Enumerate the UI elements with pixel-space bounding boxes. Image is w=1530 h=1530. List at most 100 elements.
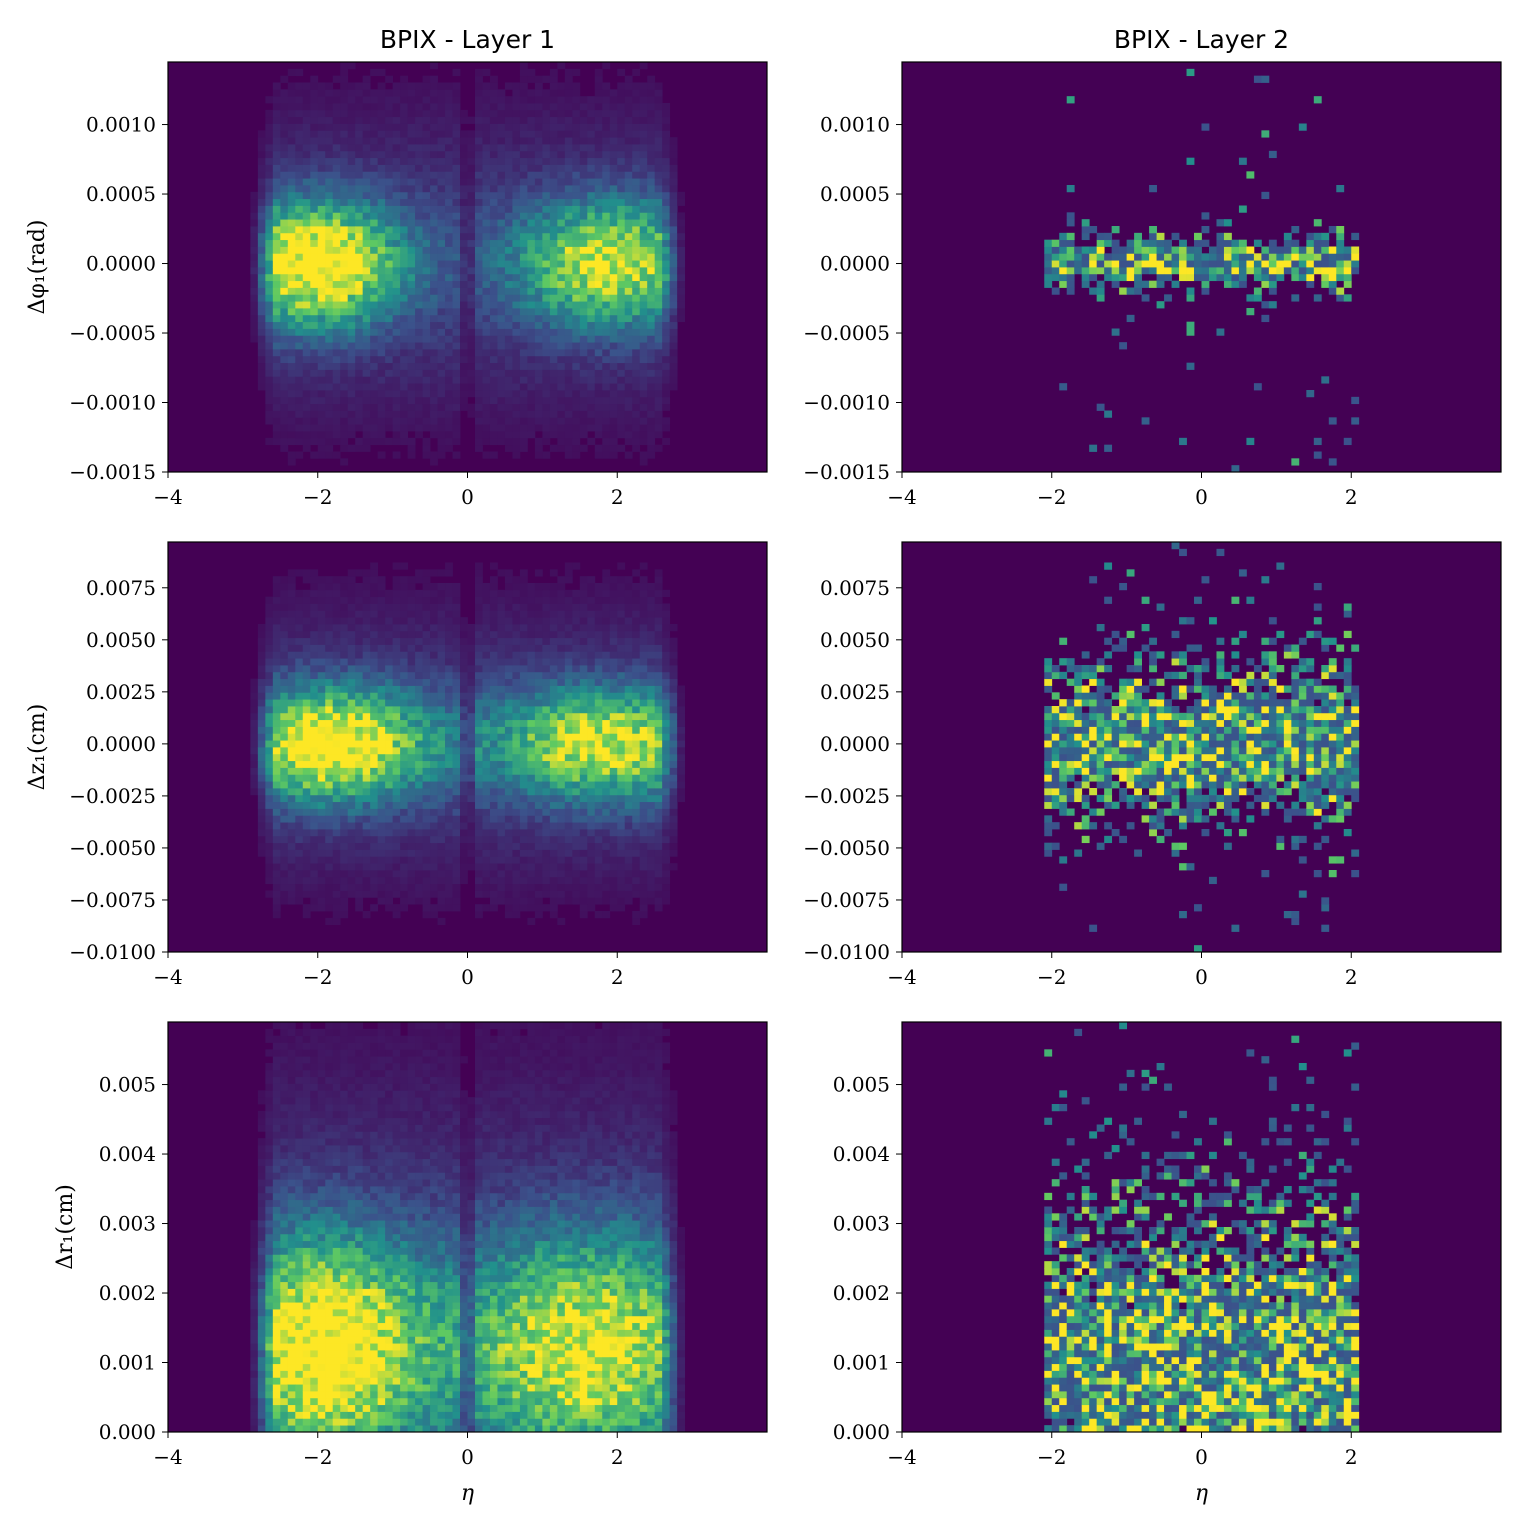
heatmap-cell	[407, 178, 416, 186]
heatmap-cell	[452, 706, 461, 714]
heatmap-cell	[549, 178, 558, 186]
heatmap-cell	[325, 801, 334, 809]
heatmap-cell	[437, 308, 446, 316]
heatmap-cell	[362, 829, 371, 837]
heatmap-cell	[460, 863, 468, 871]
heatmap-cell	[295, 157, 304, 165]
heatmap-cell	[587, 226, 596, 234]
heatmap-cell	[445, 137, 453, 145]
heatmap-cell	[549, 246, 558, 254]
heatmap-cell	[415, 712, 423, 721]
heatmap-cell	[437, 610, 446, 618]
heatmap-cell	[422, 753, 431, 762]
heatmap-cell	[430, 246, 438, 254]
heatmap-cell	[325, 576, 334, 584]
heatmap-cell	[609, 383, 618, 391]
heatmap-cell	[662, 294, 671, 302]
heatmap-cell	[1238, 239, 1247, 247]
heatmap-cell	[272, 747, 281, 755]
heatmap-cell	[1201, 273, 1210, 282]
heatmap-cell	[452, 610, 461, 618]
heatmap-cell	[497, 335, 506, 343]
heatmap-cell	[265, 273, 274, 282]
heatmap-cell	[265, 178, 274, 186]
heatmap-cell	[474, 178, 483, 186]
heatmap-cell	[602, 287, 611, 295]
heatmap-cell	[332, 774, 341, 782]
heatmap-cell	[534, 376, 543, 384]
heatmap-cell	[407, 321, 416, 329]
heatmap-cell	[422, 747, 431, 755]
heatmap-cell	[639, 116, 648, 124]
heatmap-cell	[265, 301, 274, 309]
heatmap-cell	[512, 144, 521, 152]
heatmap-cell	[302, 171, 311, 179]
heatmap-cell	[287, 883, 296, 891]
heatmap-cell	[325, 267, 334, 275]
heatmap-cell	[295, 706, 304, 714]
heatmap-cell	[287, 390, 296, 398]
heatmap-cell	[504, 246, 513, 254]
heatmap-cell	[497, 829, 506, 837]
heatmap-cell	[609, 437, 618, 446]
heatmap-cell	[489, 774, 498, 782]
heatmap-cell	[422, 157, 431, 165]
heatmap-cell	[407, 781, 416, 789]
heatmap-cell	[272, 246, 281, 254]
heatmap-cell	[362, 870, 371, 878]
heatmap-cell	[632, 212, 641, 220]
heatmap-cell	[430, 665, 438, 673]
heatmap-cell	[332, 232, 341, 241]
heatmap-cell	[392, 781, 401, 789]
heatmap-cell	[1223, 280, 1232, 288]
heatmap-cell	[542, 314, 551, 323]
heatmap-cell	[602, 171, 611, 179]
heatmap-cell	[1119, 260, 1128, 268]
heatmap-cell	[1336, 239, 1345, 247]
heatmap-cell	[422, 376, 431, 384]
heatmap-cell	[257, 349, 266, 357]
heatmap-cell	[482, 355, 491, 364]
heatmap-cell	[624, 212, 633, 220]
heatmap-cell	[347, 116, 356, 124]
heatmap-cell	[474, 835, 483, 844]
heatmap-cell	[257, 760, 266, 768]
heatmap-cell	[310, 369, 319, 377]
heatmap-cell	[347, 410, 356, 418]
heatmap-cell	[609, 205, 618, 213]
heatmap-cell	[564, 294, 573, 302]
heatmap-cell	[534, 444, 543, 452]
heatmap-cell	[587, 301, 596, 309]
heatmap-cell	[310, 740, 319, 748]
heatmap-cell	[370, 630, 379, 639]
heatmap-cell	[1208, 267, 1217, 275]
heatmap-cell	[272, 396, 281, 405]
heatmap-cell	[654, 144, 663, 152]
heatmap-cell	[302, 390, 311, 398]
heatmap-cell	[257, 178, 266, 186]
heatmap-cell	[564, 260, 573, 268]
heatmap-cell	[370, 137, 379, 145]
heatmap-cell	[272, 369, 281, 377]
heatmap-cell	[407, 842, 416, 850]
heatmap-cell	[632, 226, 641, 234]
heatmap-cell	[519, 355, 528, 364]
heatmap-cell	[452, 596, 461, 604]
heatmap-cell	[340, 342, 349, 350]
heatmap-cell	[572, 267, 581, 275]
heatmap-cell	[497, 349, 506, 357]
heatmap-cell	[594, 390, 603, 398]
heatmap-cell	[1081, 260, 1090, 268]
heatmap-cell	[430, 610, 438, 618]
heatmap-cell	[467, 212, 476, 220]
heatmap-cell	[452, 198, 461, 206]
heatmap-cell	[489, 815, 498, 823]
heatmap-cell	[272, 883, 281, 891]
heatmap-cell	[430, 458, 438, 466]
heatmap-cell	[415, 212, 423, 220]
heatmap-cell	[430, 137, 438, 145]
heatmap-cell	[445, 617, 453, 625]
heatmap-cell	[392, 808, 401, 816]
heatmap-cell	[332, 198, 341, 206]
heatmap-cell	[355, 96, 364, 104]
